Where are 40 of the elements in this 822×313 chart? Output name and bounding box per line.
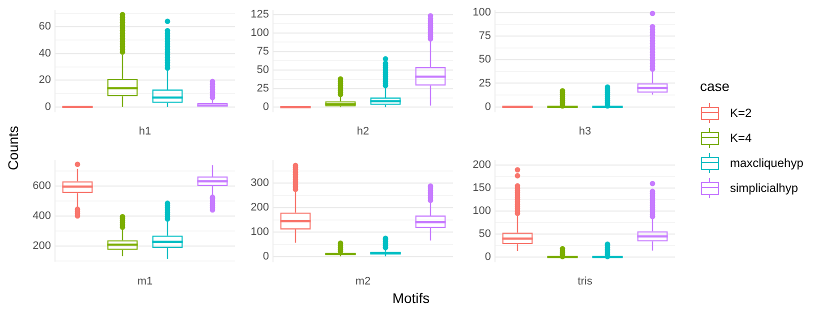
y-axis-title: Counts — [5, 124, 21, 172]
y-tick-label: 50 — [478, 228, 491, 240]
text: Motifs — [391, 290, 431, 306]
y-tick-label: 100 — [472, 6, 491, 19]
y-tick-label: 200 — [250, 202, 269, 214]
y-tick-label: 300 — [250, 177, 269, 190]
legend-label: simplicialhyp — [730, 180, 798, 194]
y-tick-label: 200 — [32, 240, 51, 252]
legend-label: K=4 — [730, 130, 752, 144]
y-tick-label: 100 — [250, 226, 269, 238]
y-tick-label: 50 — [256, 64, 269, 76]
y-tick-label: 400 — [32, 210, 51, 222]
y-tick-label: 0 — [262, 101, 269, 114]
y-tick-label: 40 — [38, 47, 51, 60]
y-tick-label: 75 — [256, 45, 269, 58]
y-tick-label: 600 — [32, 180, 51, 192]
legend-label: K=2 — [730, 106, 752, 120]
y-tick-label: 0 — [44, 100, 51, 113]
y-tick-label: 0 — [484, 100, 491, 113]
y-tick-label: 100 — [472, 205, 491, 218]
x-axis-title: m1 — [137, 275, 153, 288]
y-tick-label: 125 — [250, 8, 269, 20]
y-tick-label: 50 — [478, 54, 491, 66]
y-tick-label: 60 — [38, 20, 51, 33]
x-axis-title: h1 — [138, 125, 152, 138]
y-tick-label: 200 — [472, 159, 491, 172]
y-tick-label: 100 — [250, 26, 269, 39]
y-tick-label: 20 — [38, 74, 51, 86]
legend-label: maxcliquehyp — [730, 156, 804, 170]
y-tick-label: 0 — [484, 251, 491, 264]
y-tick-label: 25 — [478, 77, 491, 90]
y-tick-label: 25 — [256, 82, 269, 95]
x-axis-title: tris — [578, 275, 593, 288]
x-axis-title: h3 — [578, 125, 592, 138]
x-axis-title: m2 — [355, 275, 371, 288]
y-tick-label: 75 — [478, 30, 491, 42]
y-tick-label: 0 — [262, 250, 269, 263]
y-tick-label: 150 — [472, 182, 491, 194]
legend-title: case — [700, 78, 731, 94]
x-axis-title: h2 — [356, 125, 370, 138]
